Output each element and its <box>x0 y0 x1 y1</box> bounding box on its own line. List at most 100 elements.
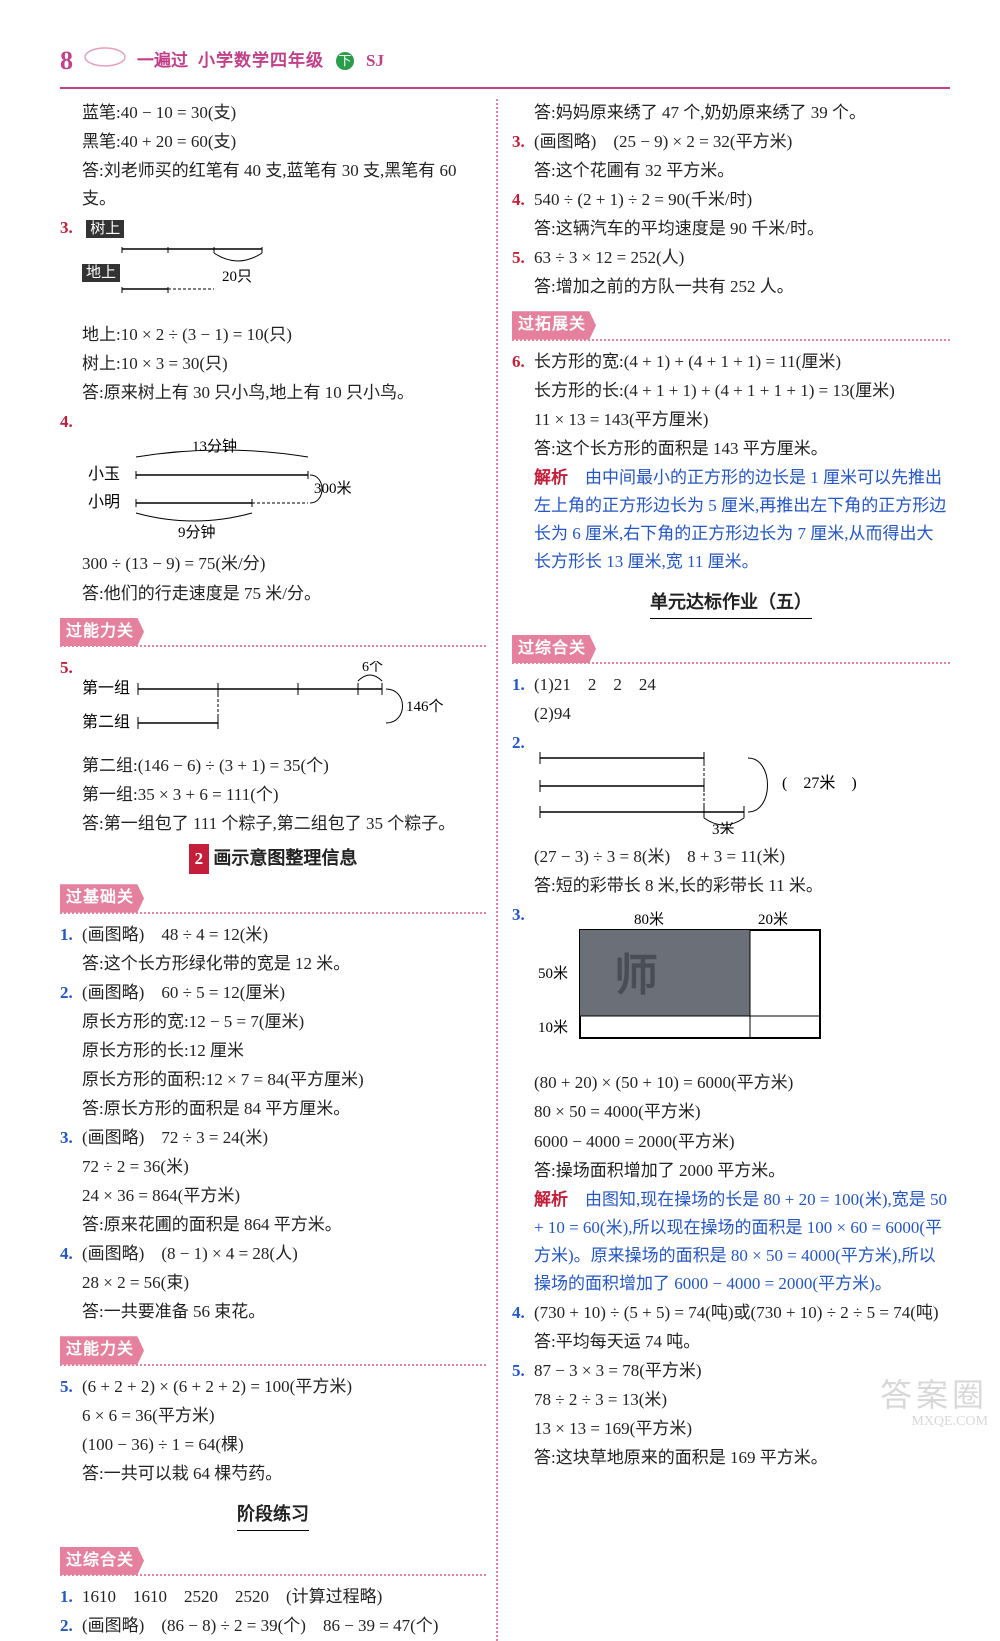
text-line: 原长方形的宽:12 − 5 = 7(厘米) <box>82 1008 486 1036</box>
q5-diagram: 第一组 6个 第二组 146个 <box>82 661 486 752</box>
text-line: 答:这辆汽车的平均速度是 90 千米/时。 <box>534 215 950 243</box>
text-line: 答:刘老师买的红笔有 40 支,蓝笔有 30 支,黑笔有 60 支。 <box>82 157 486 213</box>
svg-text:50米: 50米 <box>538 965 568 982</box>
svg-text:3米: 3米 <box>712 821 735 834</box>
text-line: 答:一共要准备 56 束花。 <box>82 1298 486 1326</box>
text-line: 答:一共可以栽 64 棵芍药。 <box>82 1460 486 1488</box>
q3: 3. 树上 <box>82 214 486 242</box>
svg-text:第二组: 第二组 <box>82 713 130 731</box>
tree-label: 树上 <box>86 220 124 238</box>
text-line: 答:这个花圃有 32 平方米。 <box>534 157 950 185</box>
u2-diagram: ( 27米 ) 3米 <box>534 738 950 843</box>
left-column: 蓝笔:40 − 10 = 30(支) 黑笔:40 + 20 = 60(支) 答:… <box>60 99 498 1641</box>
svg-text:6个: 6个 <box>362 661 383 675</box>
jiexi-label: 解析 <box>534 468 568 487</box>
text-line: 第一组:35 × 3 + 6 = 111(个) <box>82 781 486 809</box>
svg-text:小玉: 小玉 <box>88 465 120 483</box>
text-line: 答:平均每天运 74 吨。 <box>534 1328 950 1356</box>
watermark: 答案圈 MXQE.COM <box>880 1376 988 1431</box>
svg-text:13分钟: 13分钟 <box>192 438 237 455</box>
text-line: (100 − 36) ÷ 1 = 64(棵) <box>82 1431 486 1459</box>
text-line: 答:他们的行走速度是 75 米/分。 <box>82 580 486 608</box>
tag-basic: 过基础关 <box>60 884 144 912</box>
book-title: 小学数学四年级 <box>198 47 324 75</box>
svg-text:300米: 300米 <box>314 480 352 497</box>
text-line: 答:妈妈原来绣了 47 个,奶奶原来绣了 39 个。 <box>534 99 950 127</box>
grade-badge: 下 <box>336 52 354 70</box>
text-line: 黑笔:40 + 20 = 60(支) <box>82 128 486 156</box>
svg-text:小明: 小明 <box>88 493 120 511</box>
text-line: (画图略) (86 − 8) ÷ 2 = 39(个) 86 − 39 = 47(… <box>82 1616 438 1635</box>
q4-diagram: 13分钟 小玉 小明 300米 9分钟 <box>82 437 486 550</box>
text-line: (画图略) (25 − 9) × 2 = 32(平方米) <box>534 132 792 151</box>
page-number: 8 <box>60 40 73 83</box>
text-line: 蓝笔:40 − 10 = 30(支) <box>82 99 486 127</box>
section-text: 画示意图整理信息 <box>213 848 357 868</box>
section-unit5: 单元达标作业（五） <box>650 588 812 619</box>
tag-extend: 过拓展关 <box>512 311 596 339</box>
text-line: 6 × 6 = 36(平方米) <box>82 1402 486 1430</box>
text-line: 第二组:(146 − 6) ÷ (3 + 1) = 35(个) <box>82 752 486 780</box>
text-line: 11 × 13 = 143(平方厘米) <box>534 406 950 434</box>
section-num: 2 <box>189 844 210 874</box>
text-line: 24 × 36 = 864(平方米) <box>82 1182 486 1210</box>
text-line: 答:增加之前的方队一共有 252 人。 <box>534 273 950 301</box>
svg-text:9分钟: 9分钟 <box>178 524 216 541</box>
svg-text:( 27米 ): ( 27米 ) <box>782 774 857 792</box>
ground-label: 地上 <box>82 264 120 282</box>
text-line: (1)21 2 2 24 <box>534 675 656 694</box>
text-line: 长方形的长:(4 + 1 + 1) + (4 + 1 + 1 + 1) = 13… <box>534 377 950 405</box>
content-columns: 蓝笔:40 − 10 = 30(支) 黑笔:40 + 20 = 60(支) 答:… <box>60 99 950 1641</box>
text-line: 300 ÷ (13 − 9) = 75(米/分) <box>82 550 486 578</box>
text-line: (画图略) 60 ÷ 5 = 12(厘米) <box>82 983 285 1002</box>
text-line: 答:原来树上有 30 只小鸟,地上有 10 只小鸟。 <box>82 379 486 407</box>
text-line: (730 + 10) ÷ (5 + 5) = 74(吨)或(730 + 10) … <box>534 1303 939 1322</box>
diff-label: 20只 <box>222 269 252 285</box>
text-line: 答:这个长方形绿化带的宽是 12 米。 <box>82 950 486 978</box>
text-line: (2)94 <box>534 700 950 728</box>
section-phase: 阶段练习 <box>237 1500 309 1531</box>
svg-text:10米: 10米 <box>538 1019 568 1036</box>
q4: 4. <box>82 408 486 436</box>
text-line: 树上:10 × 3 = 30(只) <box>82 350 486 378</box>
text-line: (画图略) 48 ÷ 4 = 12(米) <box>82 925 268 944</box>
text-line: 答:这块草地原来的面积是 169 平方米。 <box>534 1444 950 1472</box>
svg-text:146个: 146个 <box>406 698 444 715</box>
text-line: 答:操场面积增加了 2000 平方米。 <box>534 1157 950 1185</box>
u3-diagram: 80米 20米 师 50米 10米 <box>534 910 950 1069</box>
analysis: 解析 由图知,现在操场的长是 80 + 20 = 100(米),宽是 50 + … <box>534 1186 950 1298</box>
text-line: 答:第一组包了 111 个粽子,第二组包了 35 个粽子。 <box>82 810 486 838</box>
text-line: 答:原长方形的面积是 84 平方厘米。 <box>82 1095 486 1123</box>
text-line: (27 − 3) ÷ 3 = 8(米) 8 + 3 = 11(米) <box>534 843 950 871</box>
svg-text:20米: 20米 <box>758 911 788 928</box>
jiexi-label: 解析 <box>534 1190 568 1209</box>
tag-ability: 过能力关 <box>60 1336 144 1364</box>
analysis: 解析 由中间最小的正方形的边长是 1 厘米可以先推出左上角的正方形边长为 5 厘… <box>534 464 950 576</box>
text-line: 87 − 3 × 3 = 78(平方米) <box>534 1361 702 1380</box>
text-line: 答:短的彩带长 8 米,长的彩带长 11 米。 <box>534 872 950 900</box>
tag-comprehensive: 过综合关 <box>512 635 596 663</box>
text-line: (画图略) (8 − 1) × 4 = 28(人) <box>82 1244 298 1263</box>
tag-comprehensive: 过综合关 <box>60 1547 144 1575</box>
text-line: 72 ÷ 2 = 36(米) <box>82 1153 486 1181</box>
text-line: 1610 1610 2520 2520 (计算过程略) <box>82 1587 382 1606</box>
version-sj: SJ <box>366 47 384 75</box>
text-line: 长方形的宽:(4 + 1) + (4 + 1 + 1) = 11(厘米) <box>534 352 841 371</box>
text-line: 原长方形的面积:12 × 7 = 84(平方厘米) <box>82 1066 486 1094</box>
brand-logo <box>83 46 127 77</box>
text-line: 地上:10 × 2 ÷ (3 − 1) = 10(只) <box>82 321 486 349</box>
page-header: 8 一遍过 小学数学四年级 下 SJ <box>60 40 950 89</box>
tag-ability: 过能力关 <box>60 618 144 646</box>
svg-text:第一组: 第一组 <box>82 679 130 697</box>
text-line: 80 × 50 = 4000(平方米) <box>534 1098 950 1126</box>
text-line: 6000 − 4000 = 2000(平方米) <box>534 1128 950 1156</box>
text-line: 540 ÷ (2 + 1) ÷ 2 = 90(千米/时) <box>534 190 752 209</box>
text-line: 28 × 2 = 56(束) <box>82 1269 486 1297</box>
text-line: (6 + 2 + 2) × (6 + 2 + 2) = 100(平方米) <box>82 1377 352 1396</box>
text-line: 答:原来花圃的面积是 864 平方米。 <box>82 1211 486 1239</box>
brand-name: 一遍过 <box>137 47 188 75</box>
text-line: (80 + 20) × (50 + 10) = 6000(平方米) <box>534 1069 950 1097</box>
text-line: 答:这个长方形的面积是 143 平方厘米。 <box>534 435 950 463</box>
svg-text:师: 师 <box>614 951 658 1000</box>
text-line: 63 ÷ 3 × 12 = 252(人) <box>534 248 684 267</box>
